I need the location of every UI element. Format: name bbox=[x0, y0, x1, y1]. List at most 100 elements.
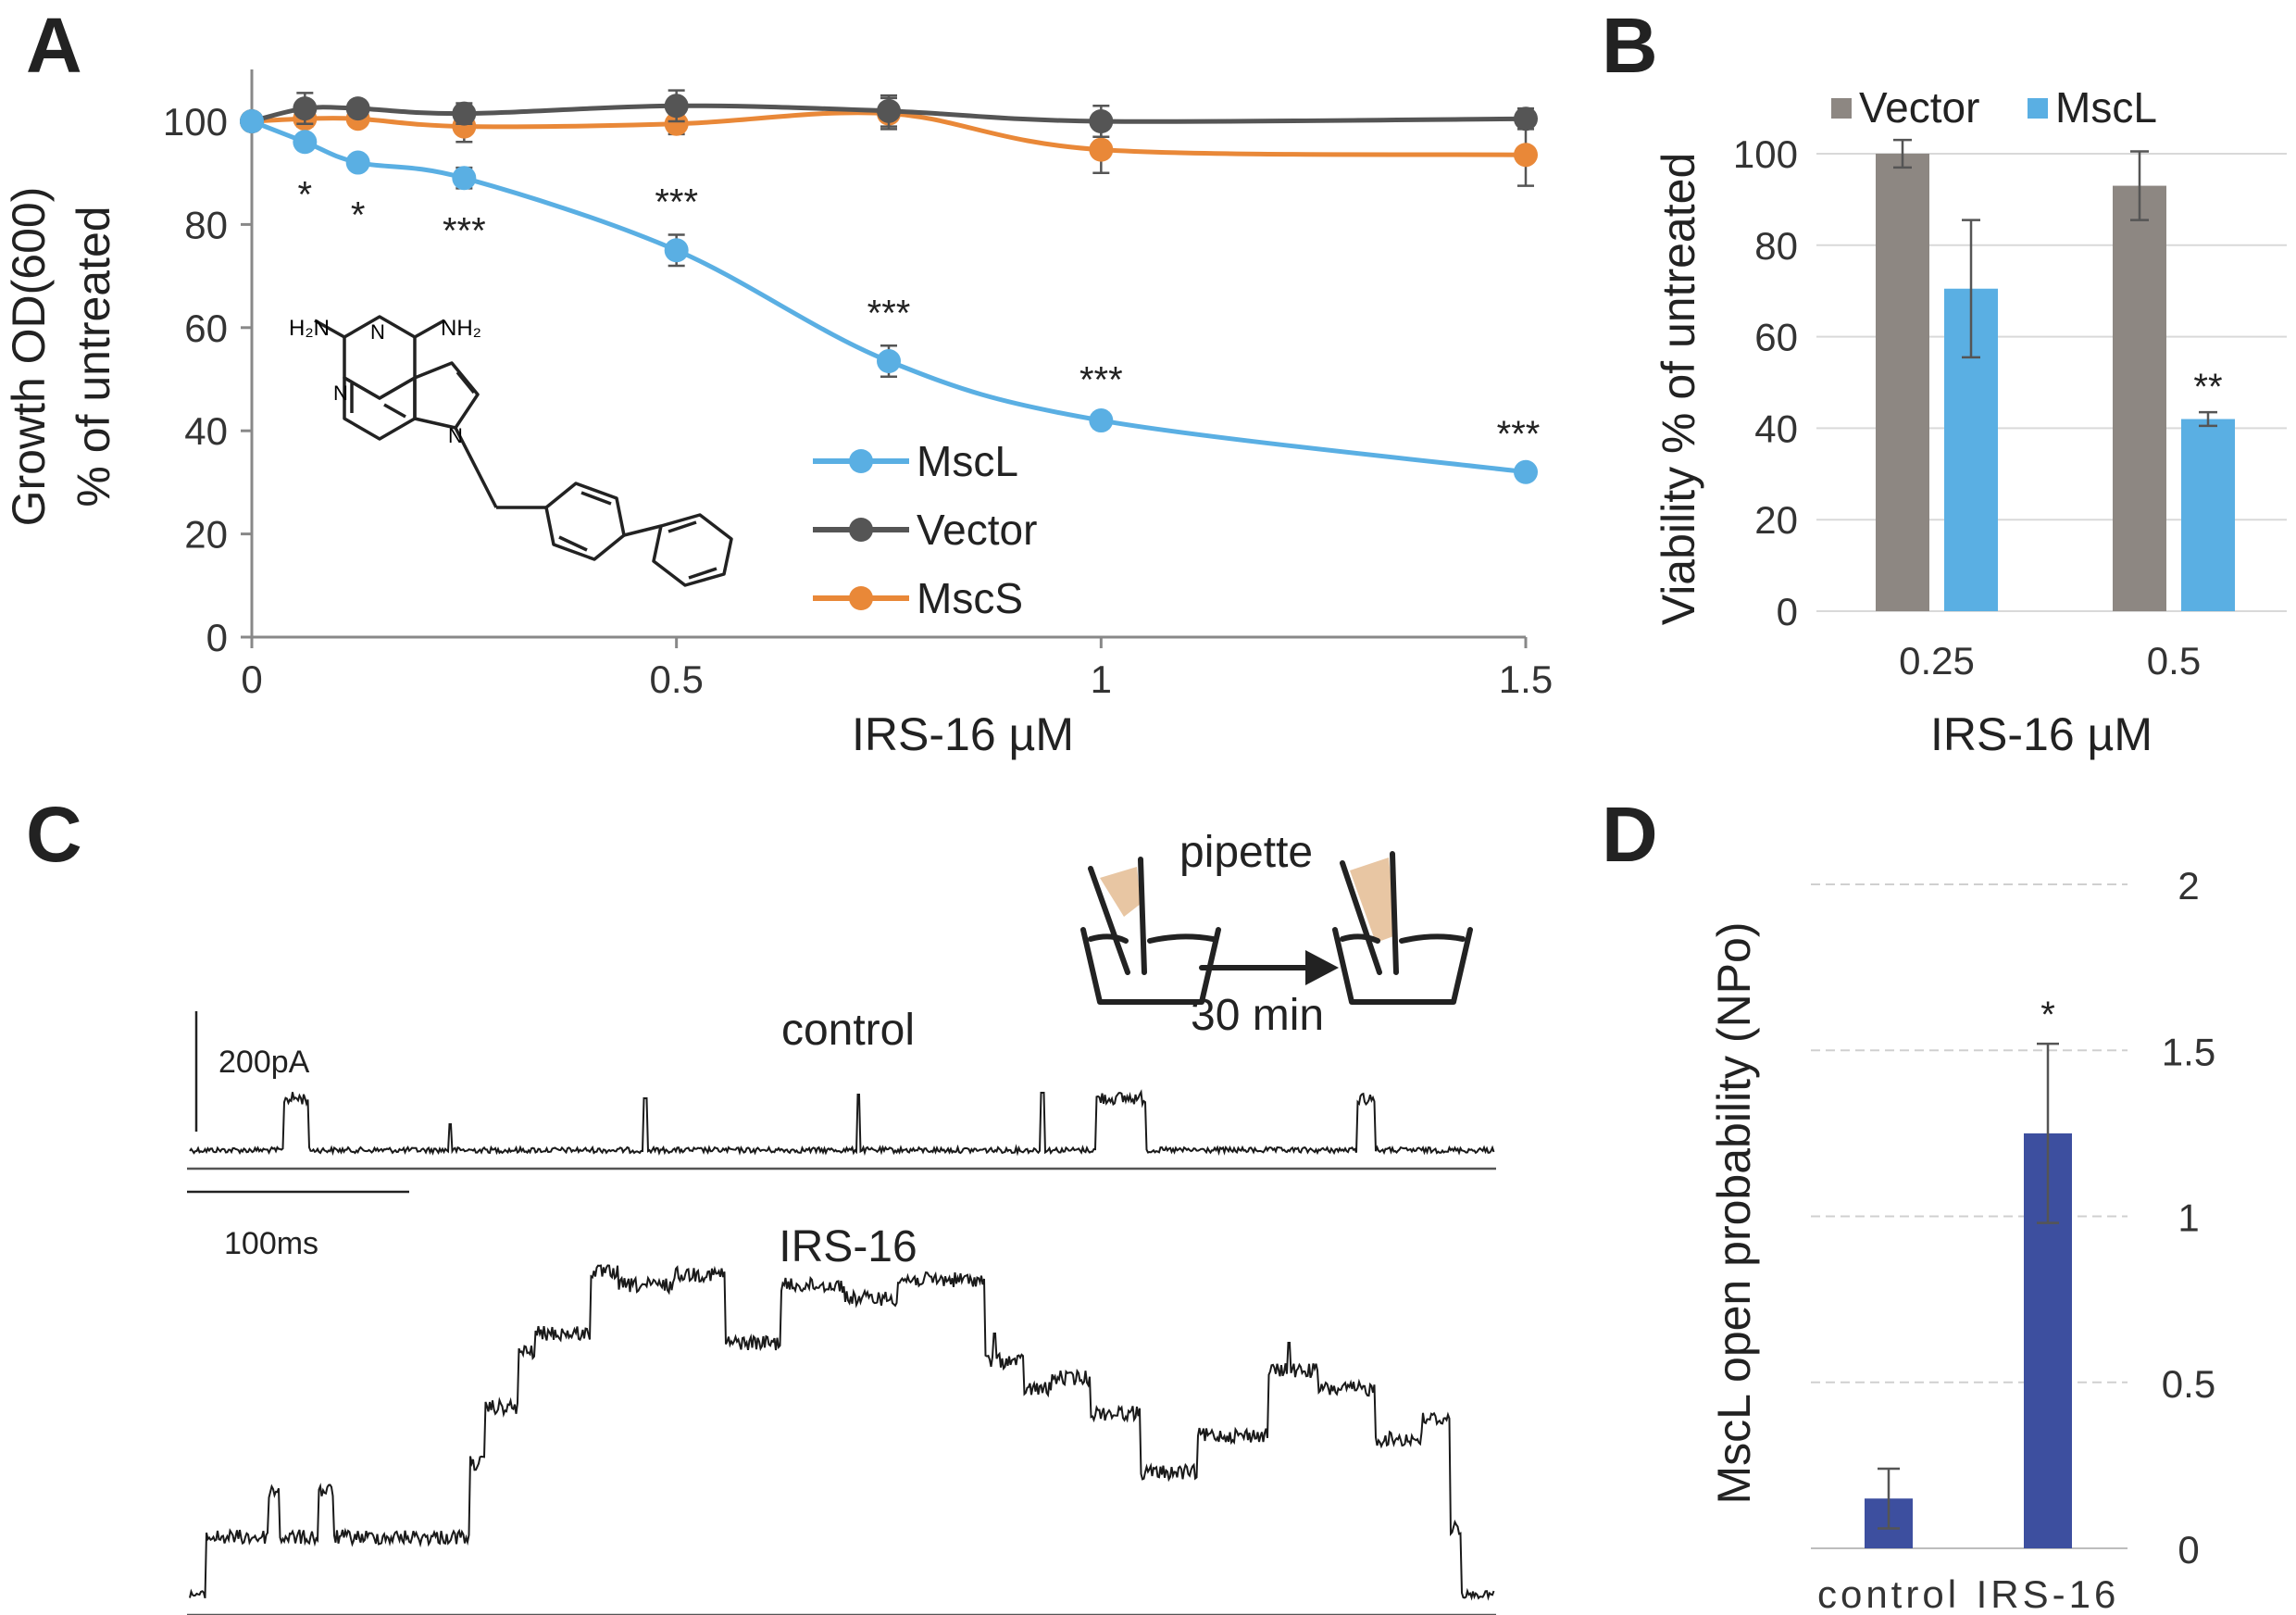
scale-bar-time-label: 100ms bbox=[224, 1226, 318, 1261]
legend-mscs-label: MscS bbox=[917, 574, 1023, 622]
panel-b: B 0 20 40 60 80 100 0.25 0.5 ** Vector MscL IRS… bbox=[1602, 2, 2287, 760]
panel-b-x-title: IRS-16 µM bbox=[1930, 708, 2152, 760]
panel-c: C pipette 30 min 200pA 100ms control IRS bbox=[26, 791, 1496, 1615]
legend-b-vector-label: Vector bbox=[1859, 83, 1979, 131]
trace-control-title: control bbox=[781, 1006, 915, 1055]
data-point-mscl bbox=[452, 166, 477, 191]
significance-star: *** bbox=[443, 210, 486, 251]
panel-a-label: A bbox=[26, 2, 82, 89]
panel-a-xtick-label: 0.5 bbox=[649, 657, 703, 701]
data-point-vector bbox=[1514, 106, 1538, 131]
data-point-vector bbox=[345, 96, 370, 121]
panel-a-xtick-label: 0 bbox=[241, 657, 262, 701]
data-point-mscl bbox=[293, 130, 318, 155]
panel-a-series bbox=[240, 89, 1538, 484]
significance-star: ** bbox=[2193, 367, 2222, 407]
legend-mscs-marker bbox=[849, 586, 873, 610]
panel-c-label: C bbox=[26, 791, 82, 878]
schematic-time-label: 30 min bbox=[1191, 991, 1324, 1040]
panel-d-ytick-label: 1 bbox=[2177, 1196, 2199, 1240]
pipette-after-left bbox=[1340, 860, 1382, 975]
panel-a-xtick-label: 1.5 bbox=[1499, 657, 1553, 701]
bond-double-6 bbox=[668, 520, 697, 533]
data-point-mscl bbox=[664, 238, 689, 263]
panel-a-ytick-label: 60 bbox=[184, 307, 228, 350]
data-point-vector bbox=[664, 94, 689, 119]
legend-mscl-label: MscL bbox=[917, 437, 1018, 485]
panel-b-category-label: 0.5 bbox=[2147, 639, 2201, 682]
panel-d-grid: 0 0.5 1 1.5 2 bbox=[1811, 864, 2215, 1571]
pipette-before-left bbox=[1088, 866, 1130, 975]
bond-double-7 bbox=[688, 567, 718, 580]
schematic-arrow-head bbox=[1305, 950, 1339, 985]
panel-d-bars: control IRS-16 * bbox=[1817, 995, 2115, 1615]
data-point-vector bbox=[877, 98, 901, 123]
panel-b-label: B bbox=[1602, 2, 1658, 89]
significance-star: * bbox=[298, 174, 313, 215]
trace-irs16-title: IRS-16 bbox=[779, 1222, 917, 1271]
data-point-vector bbox=[1089, 109, 1114, 133]
pipette-fill-after bbox=[1350, 858, 1396, 943]
legend-vector-marker bbox=[849, 518, 873, 542]
irs16-structure-drawing bbox=[314, 315, 733, 587]
bar-vector-0.5 bbox=[2113, 185, 2166, 611]
bar-mscl-0.5 bbox=[2181, 419, 2235, 611]
structure-n-1: N bbox=[370, 320, 385, 344]
panel-b-legend: Vector MscL bbox=[1831, 83, 2157, 131]
bond-nh2-left bbox=[314, 319, 345, 339]
pipette-after-right bbox=[1390, 851, 1399, 975]
phenyl-ring-2 bbox=[652, 513, 733, 587]
bond-nh2-right bbox=[414, 319, 445, 339]
panel-d-label: D bbox=[1602, 791, 1658, 878]
schematic-pipette-label: pipette bbox=[1179, 828, 1313, 877]
significance-star: *** bbox=[655, 182, 698, 223]
structure-nh2-left: H₂N bbox=[289, 316, 330, 341]
panel-a-y-title-2: % of untreated bbox=[68, 206, 119, 507]
data-point-vector bbox=[452, 101, 477, 126]
bath-before-meniscus-1 bbox=[1088, 933, 1129, 944]
legend-mscl-marker bbox=[849, 449, 873, 473]
panel-b-ytick-label: 40 bbox=[1754, 407, 1798, 450]
significance-star: * bbox=[2040, 995, 2055, 1035]
panel-b-bars: 0.25 0.5 ** bbox=[1876, 138, 2235, 682]
panel-a-ytick-label: 100 bbox=[163, 100, 228, 144]
bath-after-meniscus-2 bbox=[1399, 933, 1466, 944]
pipette-before-right bbox=[1138, 857, 1147, 975]
panel-d-ytick-label: 0.5 bbox=[2162, 1362, 2215, 1406]
data-point-mscl bbox=[1514, 459, 1538, 484]
panel-a-legend: MscL Vector MscS bbox=[813, 437, 1037, 622]
structure-nh2-right: NH₂ bbox=[441, 316, 481, 341]
data-point-mscl bbox=[345, 150, 370, 175]
panel-a-ytick-label: 80 bbox=[184, 203, 228, 246]
panel-a-y-title-1: Growth OD(600) bbox=[3, 187, 55, 527]
panel-b-ytick-label: 20 bbox=[1754, 498, 1798, 542]
trace-irs16 bbox=[189, 1264, 1495, 1601]
data-point-mscl bbox=[877, 349, 901, 374]
data-point-vector bbox=[293, 96, 318, 121]
panel-b-ytick-label: 60 bbox=[1754, 316, 1798, 359]
trace-control bbox=[189, 1089, 1495, 1157]
panel-d-y-title: MscL open probability (NPo) bbox=[1708, 922, 1760, 1505]
panel-b-category-label: 0.25 bbox=[1899, 639, 1975, 682]
significance-star: *** bbox=[1079, 360, 1123, 401]
scale-bar-current-label: 200pA bbox=[218, 1045, 310, 1080]
panel-d-ytick-label: 0 bbox=[2177, 1528, 2199, 1571]
bond-biphenyl bbox=[623, 524, 662, 537]
panel-a-x-title: IRS-16 µM bbox=[852, 708, 1074, 760]
bond-double-4 bbox=[558, 535, 588, 552]
panel-b-ytick-label: 0 bbox=[1777, 590, 1798, 633]
panel-d-category-label: control bbox=[1817, 1572, 1960, 1615]
data-point-mscl bbox=[1089, 408, 1114, 433]
panel-a-significance: ** *************** bbox=[298, 174, 1541, 455]
legend-vector-label: Vector bbox=[917, 506, 1037, 554]
pipette-fill-before bbox=[1100, 867, 1141, 917]
panel-a-ticks: 0 20 40 60 80 100 0 0.5 1 1.5 bbox=[163, 100, 1553, 701]
bar-vector-0.25 bbox=[1876, 154, 1929, 611]
legend-b-vector-swatch bbox=[1831, 98, 1852, 119]
bath-before-meniscus-2 bbox=[1147, 933, 1216, 944]
data-point-mscs bbox=[664, 111, 689, 136]
bond-double-1 bbox=[383, 403, 406, 419]
data-point-mscs bbox=[1514, 143, 1538, 168]
